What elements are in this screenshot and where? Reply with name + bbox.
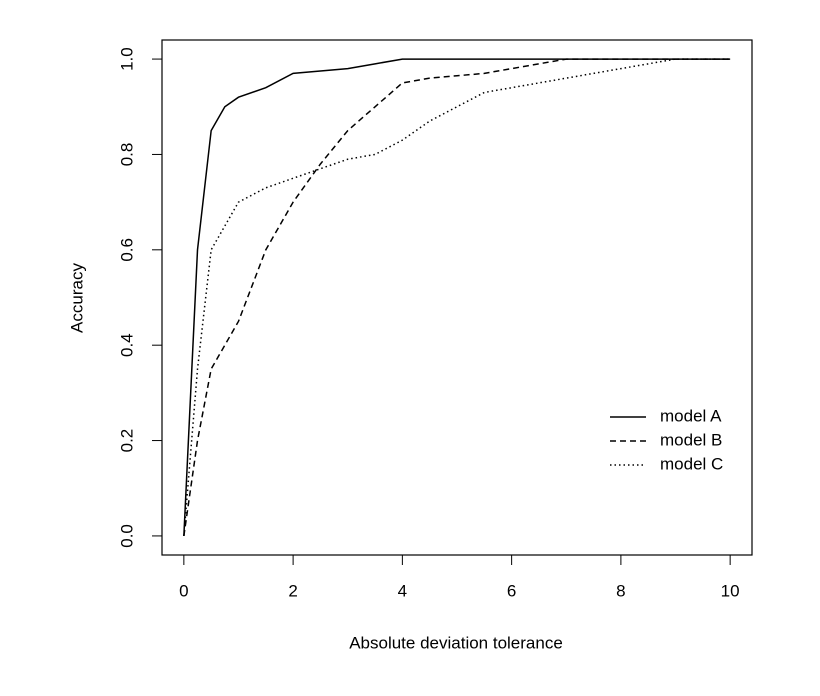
- series-line: [183, 58, 731, 537]
- y-tick-label: 0.6: [117, 238, 136, 262]
- y-tick-label: 0.0: [117, 524, 136, 548]
- legend-label: model B: [660, 430, 722, 449]
- x-tick-label: 2: [288, 581, 297, 600]
- x-tick-label: 4: [398, 581, 407, 600]
- plot-frame: [161, 39, 753, 556]
- y-tick-label: 0.4: [117, 333, 136, 357]
- y-tick-label: 1.0: [117, 47, 136, 71]
- x-tick-label: 0: [179, 581, 188, 600]
- series-line: [183, 58, 731, 536]
- legend-label: model C: [660, 454, 723, 473]
- x-axis-label: Absolute deviation tolerance: [349, 633, 563, 652]
- series-line: [183, 58, 731, 536]
- y-axis-label: Accuracy: [67, 263, 86, 333]
- x-tick-label: 10: [721, 581, 740, 600]
- x-tick-label: 6: [507, 581, 516, 600]
- x-tick-label: 8: [616, 581, 625, 600]
- legend-label: model A: [660, 406, 722, 425]
- y-tick-label: 0.2: [117, 429, 136, 453]
- y-tick-label: 0.8: [117, 143, 136, 167]
